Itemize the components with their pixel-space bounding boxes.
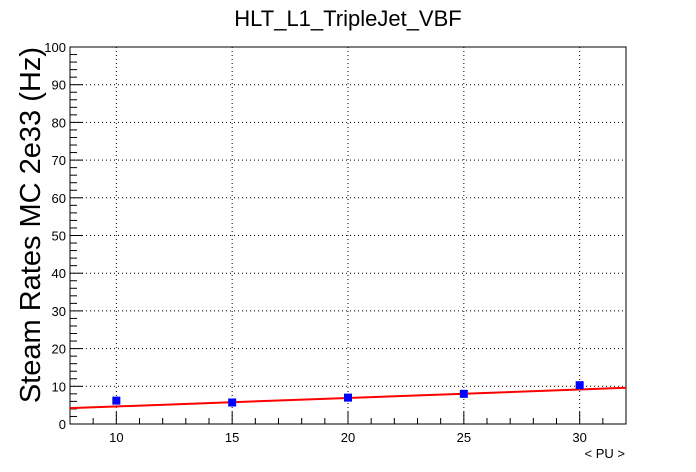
- y-axis-label: Steam Rates MC 2e33 (Hz): [15, 47, 47, 403]
- axes: 0 10 20 30 40 50 60 70 80 90 100 10 15 20 25 30: [44, 40, 627, 445]
- y-tick-label: 0: [59, 417, 66, 432]
- y-tick-label: 60: [52, 191, 66, 206]
- data-point: [575, 381, 584, 390]
- data-point: [112, 396, 121, 405]
- y-tick-label: 40: [52, 266, 66, 281]
- y-tick-label: 20: [52, 342, 66, 357]
- data-point: [228, 398, 237, 407]
- y-tick-label: 80: [52, 115, 66, 130]
- y-tick-label: 90: [52, 78, 66, 93]
- y-tick-label: 10: [52, 379, 66, 394]
- data-point: [344, 393, 352, 402]
- x-tick-label: 20: [341, 430, 355, 445]
- chart-title: HLT_L1_TripleJet_VBF: [234, 6, 461, 31]
- y-tick-label: 30: [52, 304, 66, 319]
- y-tick-label: 100: [44, 40, 66, 55]
- x-tick-label: 15: [225, 430, 239, 445]
- x-axis-label: < PU >: [585, 446, 625, 461]
- grid: [70, 47, 626, 424]
- y-tick-label: 70: [52, 153, 66, 168]
- y-tick-label: 50: [52, 229, 66, 244]
- x-tick-label: 30: [572, 430, 586, 445]
- data-points: [112, 381, 584, 407]
- x-tick-label: 10: [109, 430, 123, 445]
- x-tick-label: 25: [457, 430, 471, 445]
- data-point: [459, 389, 468, 398]
